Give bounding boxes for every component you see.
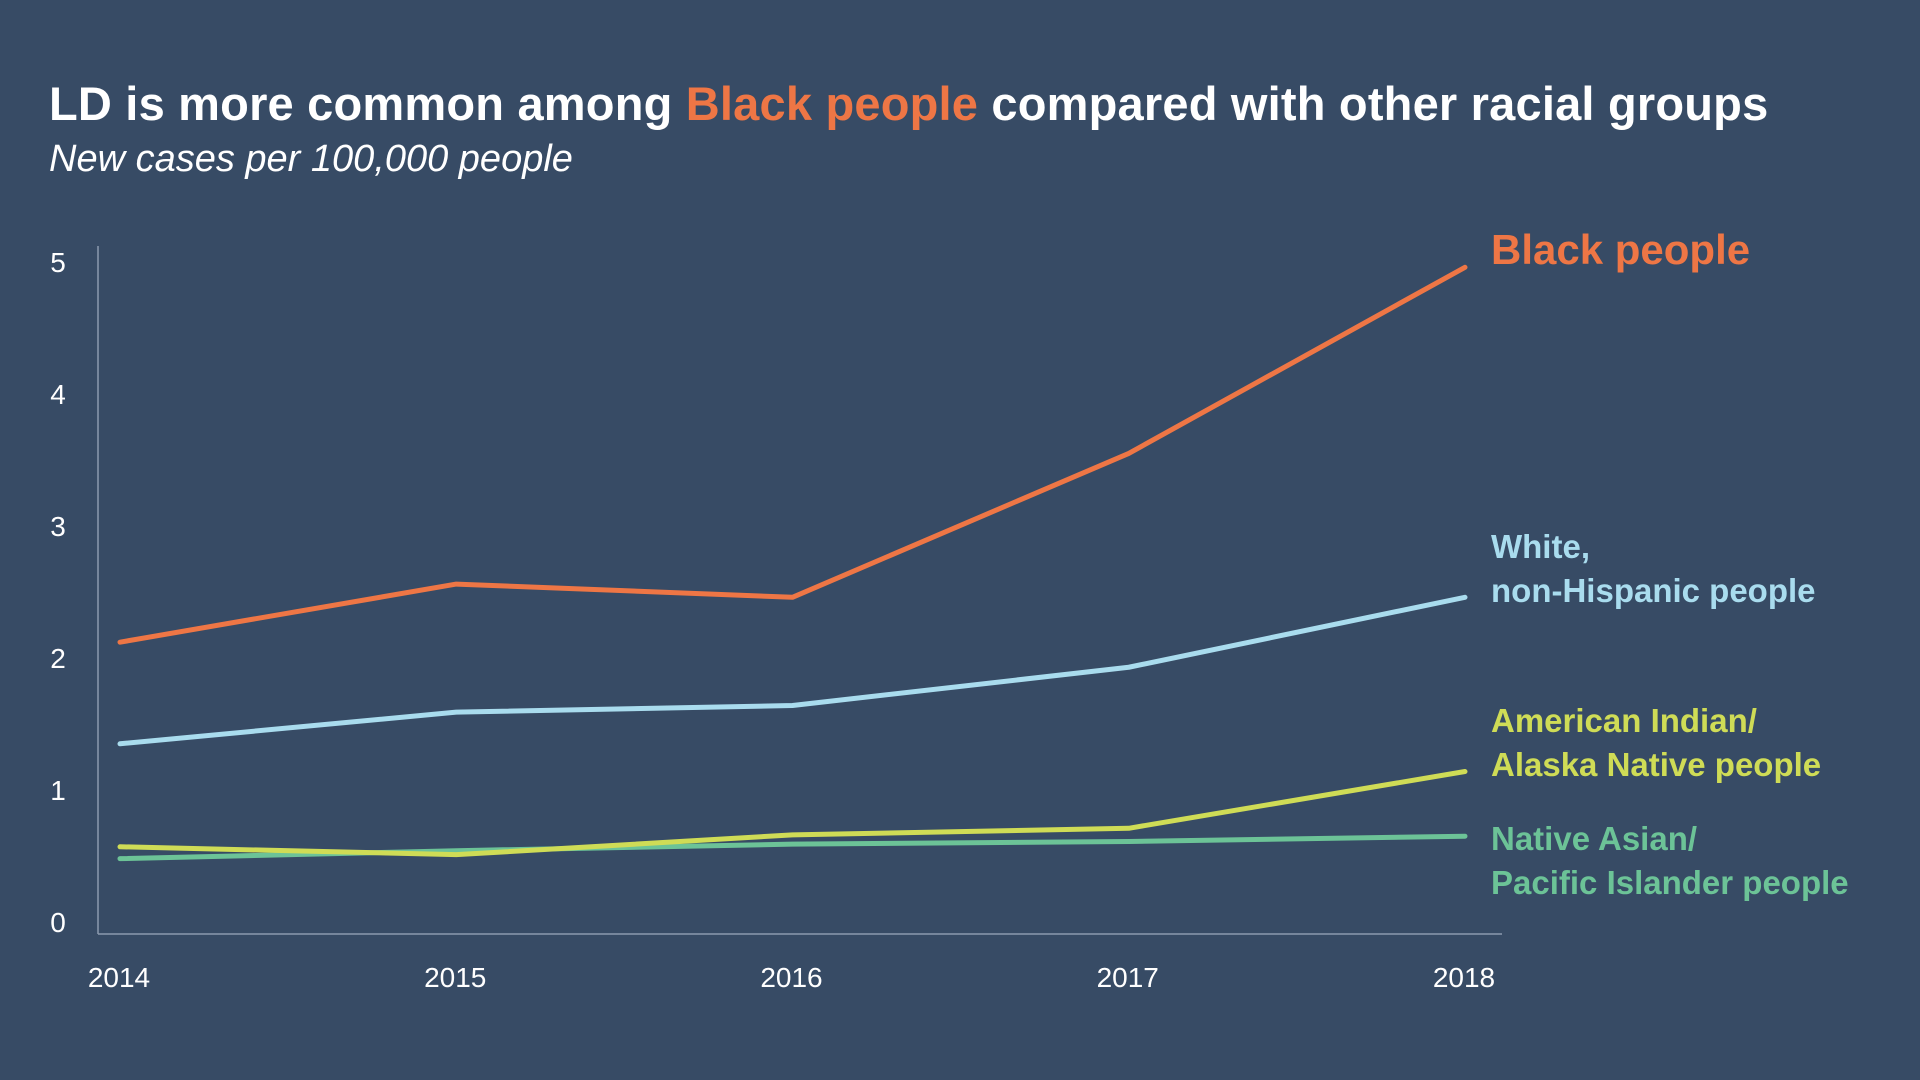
y-tick-label: 2: [50, 643, 66, 674]
y-axis-ticks: 0 1 2 3 4 5: [50, 247, 66, 938]
y-tick-label: 3: [50, 511, 66, 542]
series-label-native-asian-pacific-islander: Native Asian/ Pacific Islander people: [1491, 817, 1849, 905]
series-lines: [120, 267, 1465, 859]
x-tick-label: 2016: [760, 962, 822, 993]
series-label-american-indian-alaska-native: American Indian/ Alaska Native people: [1491, 699, 1821, 787]
series-label-line: White,: [1491, 525, 1816, 569]
series-line-white: [120, 597, 1465, 744]
series-white: [120, 597, 1465, 744]
x-axis-ticks: 2014 2015 2016 2017 2018: [88, 962, 1495, 993]
series-label-line: Alaska Native people: [1491, 743, 1821, 787]
series-label-line: Pacific Islander people: [1491, 861, 1849, 905]
series-black: [120, 267, 1465, 642]
series-line-black: [120, 267, 1465, 642]
y-tick-label: 0: [50, 907, 66, 938]
x-tick-label: 2015: [424, 962, 486, 993]
x-tick-label: 2018: [1433, 962, 1495, 993]
y-tick-label: 4: [50, 379, 66, 410]
x-tick-label: 2017: [1097, 962, 1159, 993]
y-tick-label: 5: [50, 247, 66, 278]
series-label-black-people: Black people: [1491, 228, 1750, 272]
series-label-line: Native Asian/: [1491, 817, 1849, 861]
series-label-line: Black people: [1491, 228, 1750, 272]
y-tick-label: 1: [50, 775, 66, 806]
series-label-line: American Indian/: [1491, 699, 1821, 743]
x-tick-label: 2014: [88, 962, 150, 993]
series-napi: [120, 836, 1465, 859]
series-label-line: non-Hispanic people: [1491, 569, 1816, 613]
series-line-napi: [120, 836, 1465, 858]
series-label-white-non-hispanic: White, non-Hispanic people: [1491, 525, 1816, 613]
axes: [98, 246, 1502, 934]
